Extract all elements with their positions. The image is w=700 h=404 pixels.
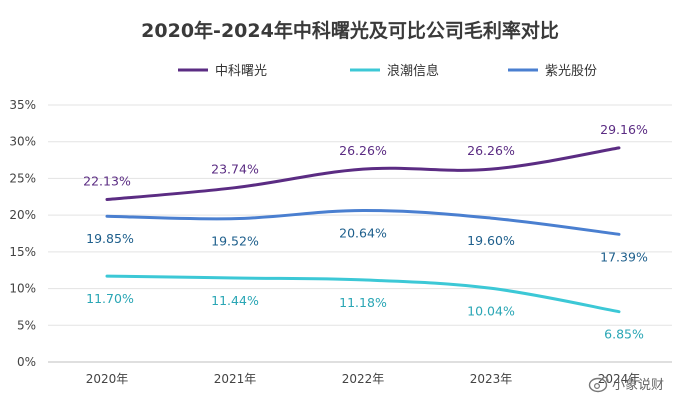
watermark: 小象说财 xyxy=(588,376,664,393)
data-label: 26.26% xyxy=(467,143,515,158)
y-tick-label: 10% xyxy=(9,282,36,296)
legend-label: 中科曙光 xyxy=(215,64,267,79)
legend-item: 中科曙光 xyxy=(178,64,267,79)
y-tick-label: 15% xyxy=(9,245,36,259)
x-tick-label: 2022年 xyxy=(342,372,385,386)
series-line xyxy=(105,146,621,202)
legend-label: 紫光股份 xyxy=(545,64,597,79)
y-tick-label: 25% xyxy=(9,171,36,185)
series-layer xyxy=(105,146,621,314)
data-label: 23.74% xyxy=(211,162,259,177)
x-tick-label: 2024年 xyxy=(598,372,641,386)
y-axis: 0% 5% 10% 15% 20% 25% 30% 35% xyxy=(9,98,36,369)
chart-title: 2020年-2024年中科曙光及可比公司毛利率对比 xyxy=(141,19,559,42)
data-label: 11.18% xyxy=(339,295,387,310)
data-label: 11.44% xyxy=(211,293,259,308)
x-tick-label: 2021年 xyxy=(214,372,257,386)
series-line xyxy=(105,274,621,314)
series-line xyxy=(105,208,621,236)
data-label: 19.60% xyxy=(467,233,515,248)
legend-item: 紫光股份 xyxy=(508,64,597,79)
y-tick-label: 0% xyxy=(17,355,36,369)
weibo-icon xyxy=(588,376,609,393)
x-axis: 2020年 2021年 2022年 2023年 2024年 xyxy=(86,372,641,386)
data-label: 17.39% xyxy=(600,249,648,264)
data-label: 10.04% xyxy=(467,303,515,318)
chart-grid xyxy=(48,104,672,363)
y-tick-label: 30% xyxy=(9,135,36,149)
watermark-text: 小象说财 xyxy=(612,378,664,393)
y-tick-label: 5% xyxy=(17,318,36,332)
data-label: 19.52% xyxy=(211,234,259,249)
data-label: 29.16% xyxy=(600,122,648,137)
legend-label: 浪潮信息 xyxy=(387,63,439,79)
legend-item: 浪潮信息 xyxy=(350,63,439,79)
data-label: 26.26% xyxy=(339,143,387,158)
x-tick-label: 2023年 xyxy=(470,372,513,386)
y-tick-label: 20% xyxy=(9,208,36,222)
data-label: 6.85% xyxy=(604,327,644,342)
chart-legend: 中科曙光 浪潮信息 紫光股份 xyxy=(178,63,597,79)
data-labels: 22.13% 23.74% 26.26% 26.26% 29.16% 11.70% 11.4… xyxy=(83,122,648,342)
data-label: 20.64% xyxy=(339,225,387,240)
data-label: 19.85% xyxy=(86,231,134,246)
x-tick-label: 2020年 xyxy=(86,372,129,386)
data-label: 11.70% xyxy=(86,291,134,306)
data-label: 22.13% xyxy=(83,174,131,189)
y-tick-label: 35% xyxy=(9,98,36,112)
